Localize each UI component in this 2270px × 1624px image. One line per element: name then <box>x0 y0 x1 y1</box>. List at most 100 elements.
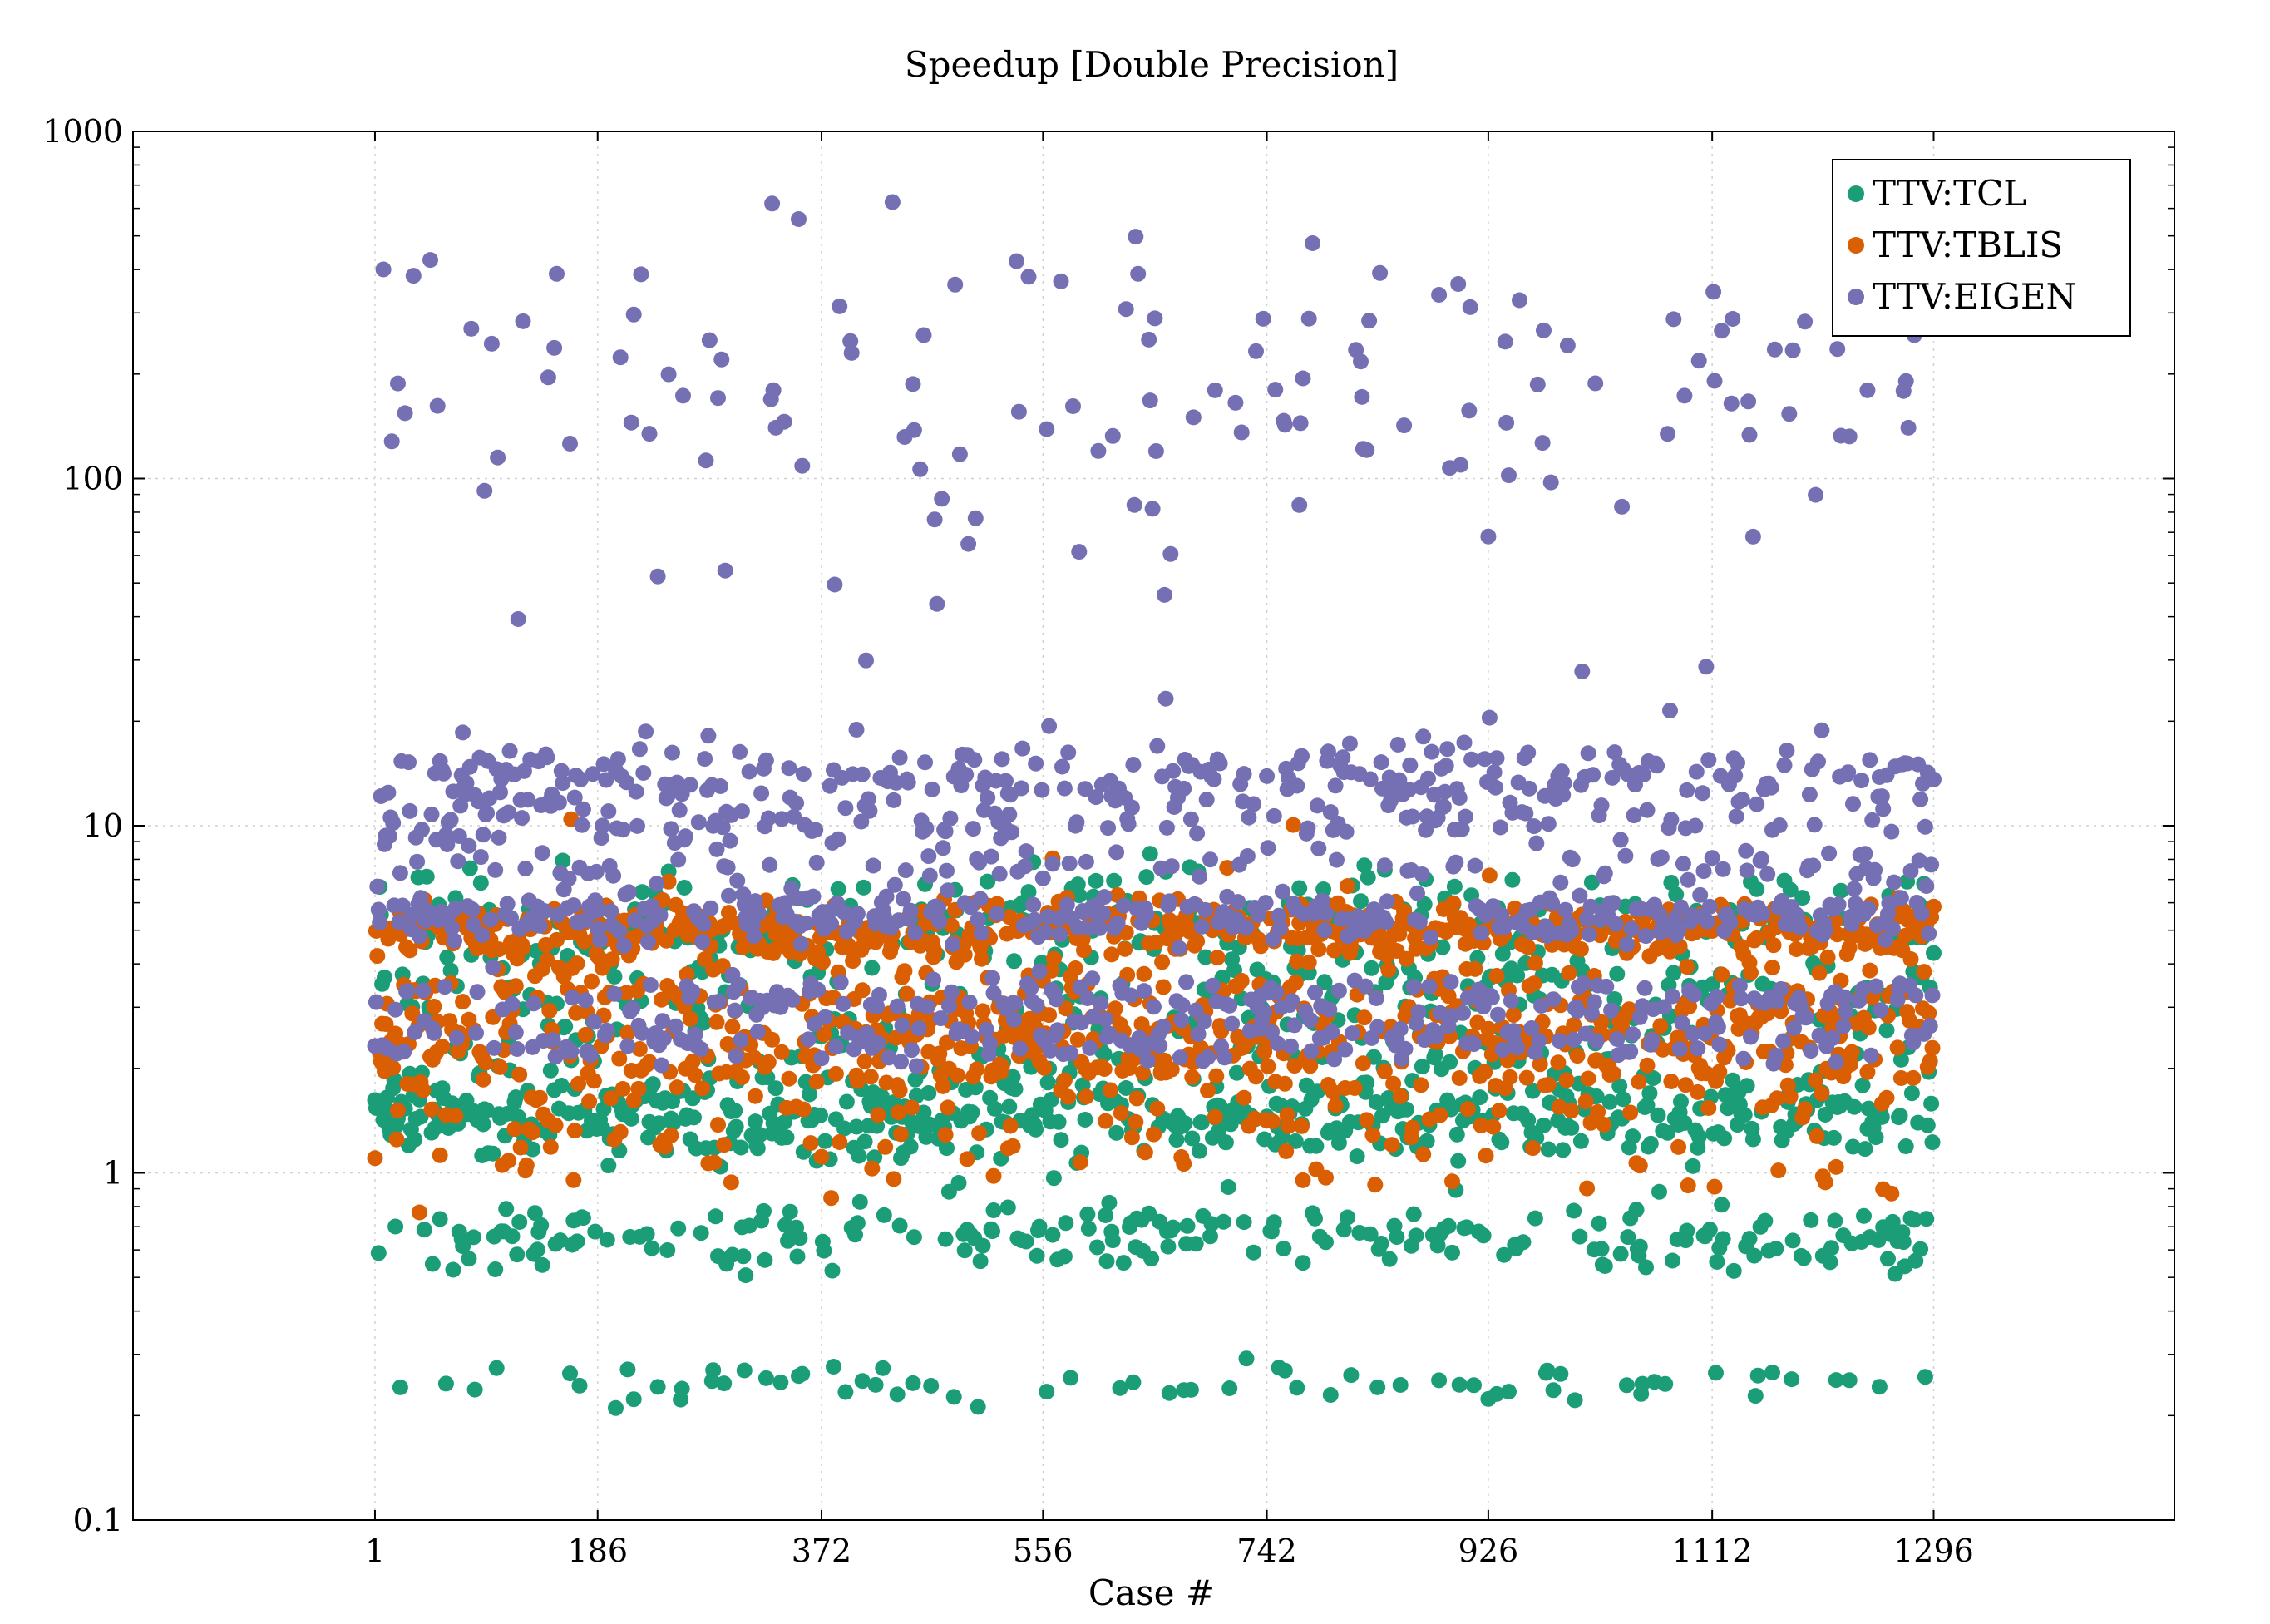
data-point-ttv-tblis <box>614 1081 631 1097</box>
data-point-ttv-eigen <box>848 722 865 738</box>
data-point-ttv-tcl <box>1784 1371 1800 1388</box>
data-point-ttv-tblis <box>1916 964 1932 980</box>
data-point-ttv-tcl <box>1125 1374 1142 1390</box>
data-point-ttv-tcl <box>424 1256 441 1272</box>
data-point-ttv-eigen <box>1190 1026 1207 1043</box>
data-point-ttv-eigen <box>642 977 659 993</box>
data-point-ttv-eigen <box>1255 310 1271 327</box>
data-point-ttv-tcl <box>1058 1215 1074 1232</box>
data-point-ttv-eigen <box>1481 709 1498 726</box>
data-point-ttv-eigen <box>1566 1031 1582 1048</box>
data-point-ttv-eigen <box>1496 920 1513 935</box>
data-point-ttv-eigen <box>670 851 687 868</box>
data-point-ttv-eigen <box>728 1048 744 1064</box>
data-point-ttv-tblis <box>1295 1172 1311 1188</box>
data-point-ttv-tcl <box>1739 1078 1755 1094</box>
data-point-ttv-eigen <box>964 1029 980 1045</box>
data-point-ttv-eigen <box>1830 896 1847 913</box>
data-point-ttv-tcl <box>851 1148 867 1164</box>
data-point-ttv-eigen <box>1014 740 1031 757</box>
data-point-ttv-tcl <box>792 1230 808 1246</box>
data-point-ttv-eigen <box>383 433 400 450</box>
data-point-ttv-tcl <box>1434 939 1451 955</box>
data-point-ttv-tcl <box>837 1384 854 1400</box>
data-point-ttv-tcl <box>1444 1244 1460 1261</box>
data-point-ttv-tblis <box>1256 1044 1273 1060</box>
data-point-ttv-eigen <box>810 981 827 998</box>
data-point-ttv-eigen <box>1607 916 1624 932</box>
data-point-ttv-tblis <box>1289 953 1305 970</box>
data-point-ttv-tcl <box>695 1014 712 1031</box>
data-point-ttv-eigen <box>605 867 622 884</box>
data-point-ttv-eigen <box>1863 1047 1879 1064</box>
data-point-ttv-tblis <box>926 944 943 960</box>
data-point-ttv-tblis <box>1189 933 1206 950</box>
data-point-ttv-tcl <box>1308 1138 1325 1154</box>
data-point-ttv-eigen <box>1582 926 1597 943</box>
data-point-ttv-tcl <box>705 1362 722 1379</box>
data-point-ttv-eigen <box>595 817 610 834</box>
data-point-ttv-tcl <box>1757 1212 1774 1229</box>
data-point-ttv-eigen <box>1326 1051 1343 1068</box>
data-point-ttv-tcl <box>1715 1231 1731 1247</box>
data-point-ttv-eigen <box>921 867 938 884</box>
data-point-ttv-tblis <box>507 978 524 995</box>
data-point-ttv-eigen <box>447 932 462 949</box>
data-point-ttv-eigen <box>655 1030 672 1047</box>
data-point-ttv-eigen <box>984 970 1000 986</box>
data-point-ttv-eigen <box>823 916 840 932</box>
data-point-ttv-tblis <box>412 1204 427 1221</box>
data-point-ttv-tblis <box>1892 1070 1909 1086</box>
data-point-ttv-eigen <box>1457 808 1473 825</box>
data-point-ttv-eigen <box>436 765 452 782</box>
data-point-ttv-tblis <box>1300 954 1317 970</box>
data-point-ttv-tblis <box>1596 1117 1612 1133</box>
data-point-ttv-tcl <box>676 880 693 896</box>
data-point-ttv-tcl <box>956 1242 973 1259</box>
data-point-ttv-tcl <box>1203 1216 1220 1232</box>
data-point-ttv-tblis <box>1302 1058 1319 1074</box>
data-point-ttv-tcl <box>1442 1054 1458 1070</box>
data-point-ttv-tcl <box>1018 1233 1034 1250</box>
data-point-ttv-eigen <box>1257 895 1274 911</box>
data-point-ttv-eigen <box>368 994 384 1010</box>
data-point-ttv-tblis <box>1281 1118 1297 1134</box>
data-point-ttv-tcl <box>674 1380 690 1397</box>
data-point-ttv-tcl <box>1892 1051 1909 1068</box>
data-point-ttv-eigen <box>1039 421 1055 437</box>
data-point-ttv-eigen <box>1068 814 1085 831</box>
data-point-ttv-tcl <box>716 1375 733 1392</box>
data-point-ttv-tblis <box>883 938 900 955</box>
data-point-ttv-tblis <box>1525 1140 1541 1157</box>
data-point-ttv-tcl <box>752 1127 768 1143</box>
data-point-ttv-eigen <box>1037 924 1054 940</box>
data-point-ttv-eigen <box>620 884 637 901</box>
data-point-ttv-eigen <box>912 461 929 477</box>
data-point-ttv-tblis <box>1076 942 1092 959</box>
data-point-ttv-tcl <box>1856 1207 1872 1224</box>
data-point-ttv-eigen <box>732 743 748 760</box>
data-point-ttv-eigen <box>764 195 781 212</box>
data-point-ttv-tblis <box>367 1150 383 1167</box>
data-point-ttv-eigen <box>1709 989 1725 1005</box>
data-point-ttv-eigen <box>1636 980 1653 996</box>
data-point-ttv-tcl <box>1634 1375 1651 1392</box>
data-point-ttv-eigen <box>1494 1041 1511 1058</box>
data-point-ttv-tcl <box>1690 1128 1707 1145</box>
data-point-ttv-eigen <box>1158 819 1175 836</box>
data-point-ttv-tcl <box>1892 1108 1908 1124</box>
data-point-ttv-tcl <box>1567 1392 1583 1409</box>
data-point-ttv-eigen <box>1859 382 1876 398</box>
data-point-ttv-tcl <box>1555 1142 1572 1158</box>
data-point-ttv-tblis <box>1841 940 1858 956</box>
data-point-ttv-eigen <box>1477 751 1493 768</box>
data-point-ttv-tcl <box>1746 1247 1763 1264</box>
data-point-ttv-tblis <box>1862 962 1878 979</box>
data-point-ttv-eigen <box>1897 373 1914 389</box>
data-point-ttv-tblis <box>994 1059 1010 1074</box>
legend-label: TTV:TBLIS <box>1873 225 2063 265</box>
data-point-ttv-tcl <box>1924 1134 1941 1151</box>
data-point-ttv-tcl <box>553 1078 570 1093</box>
data-point-ttv-tcl <box>950 1175 967 1191</box>
data-point-ttv-tcl <box>1782 881 1799 898</box>
